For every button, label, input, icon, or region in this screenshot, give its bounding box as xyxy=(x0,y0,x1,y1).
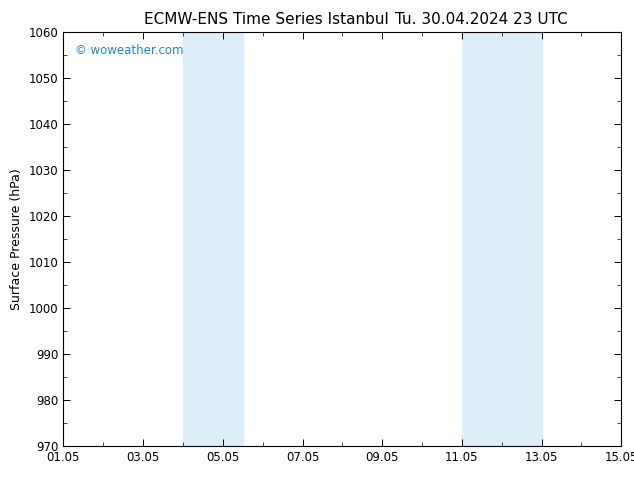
Text: © woweather.com: © woweather.com xyxy=(75,44,183,57)
Bar xyxy=(183,32,243,446)
Y-axis label: Surface Pressure (hPa): Surface Pressure (hPa) xyxy=(10,168,23,310)
Text: ECMW-ENS Time Series Istanbul: ECMW-ENS Time Series Istanbul xyxy=(144,12,389,27)
Bar xyxy=(462,32,541,446)
Text: Tu. 30.04.2024 23 UTC: Tu. 30.04.2024 23 UTC xyxy=(396,12,568,27)
